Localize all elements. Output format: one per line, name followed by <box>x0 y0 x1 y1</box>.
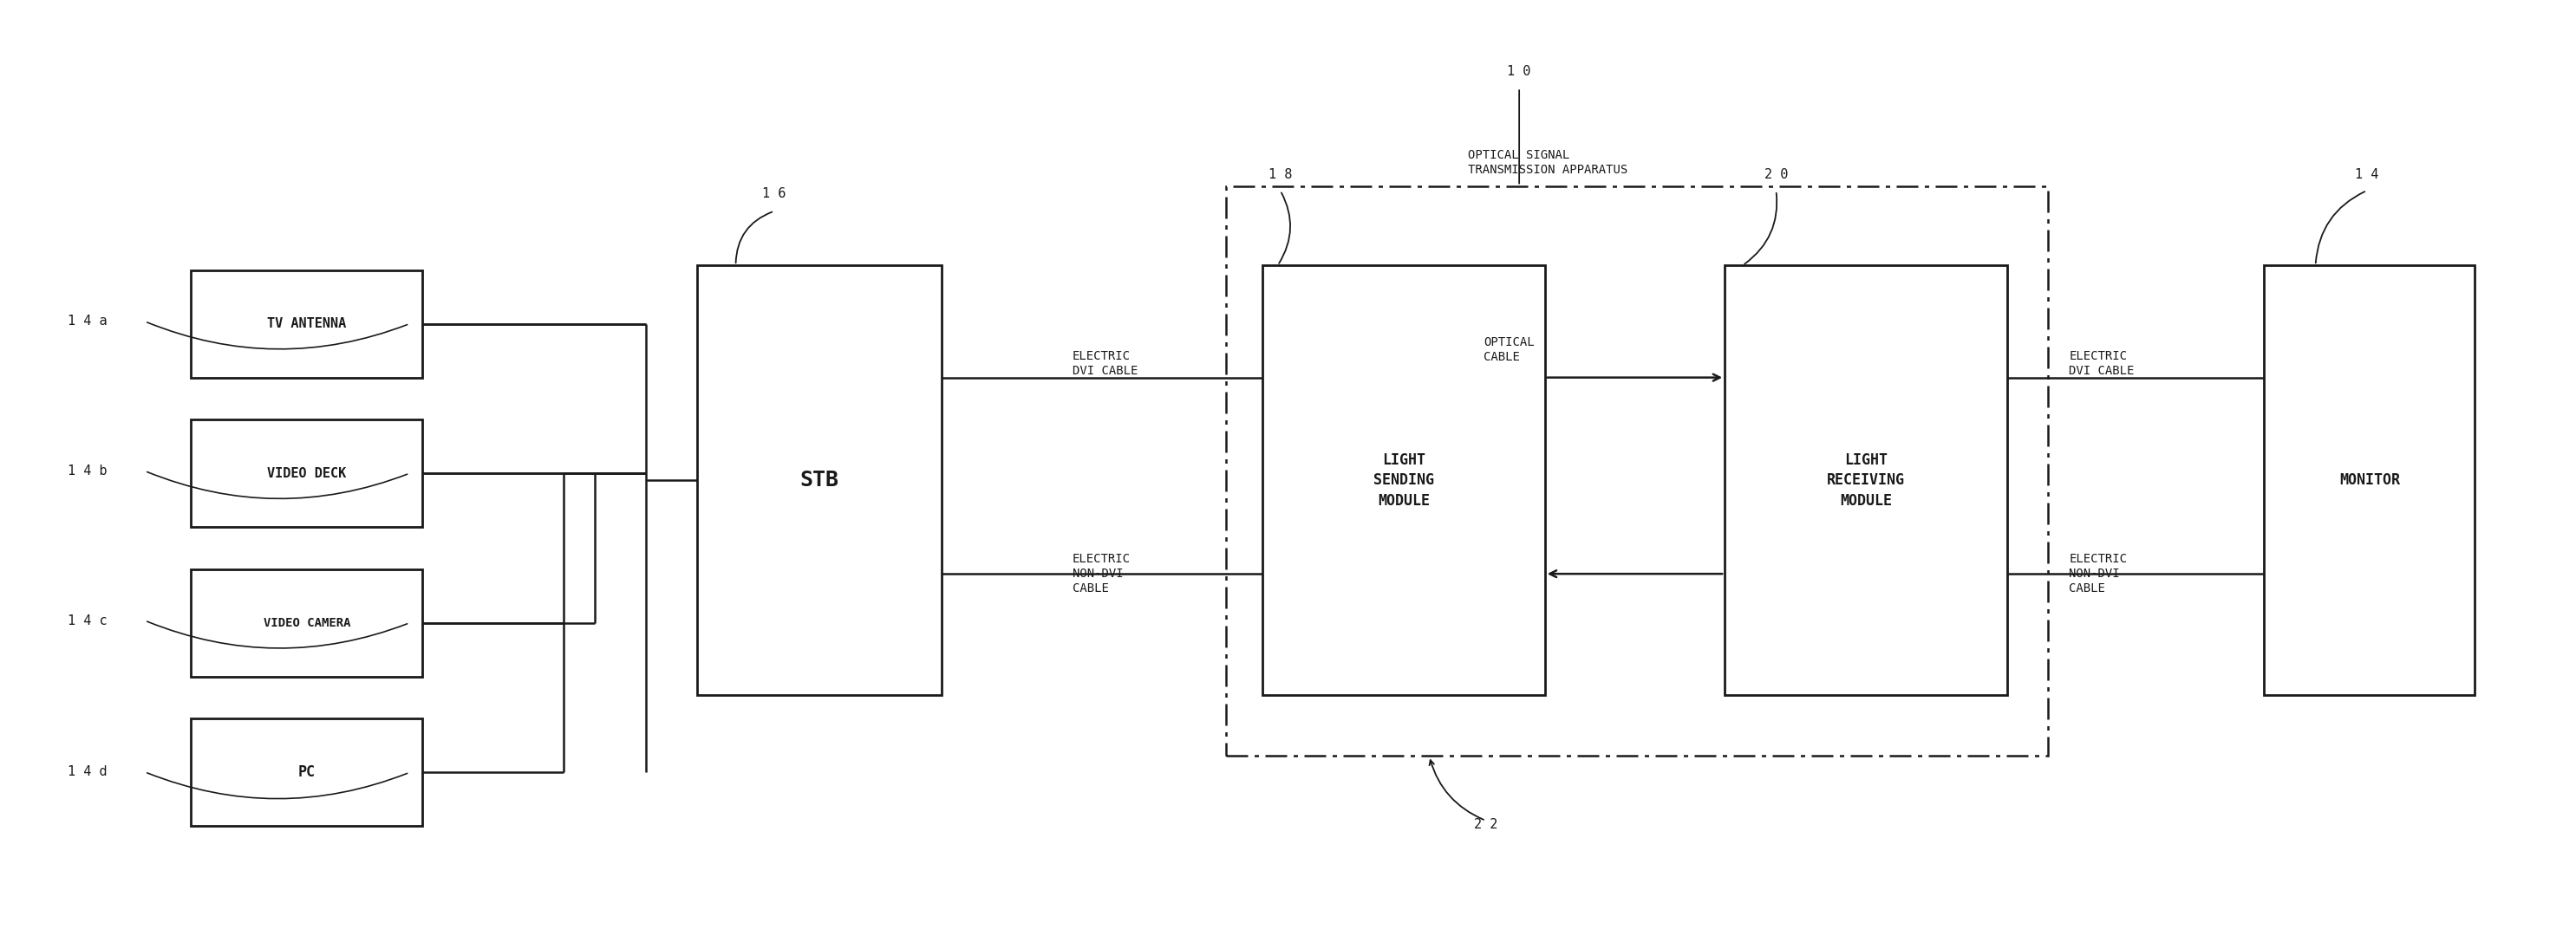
Bar <box>1262 266 1546 695</box>
Text: 1 4 d: 1 4 d <box>67 766 108 778</box>
Bar <box>2264 266 2476 695</box>
Text: ELECTRIC
DVI CABLE: ELECTRIC DVI CABLE <box>1072 349 1139 377</box>
Text: OPTICAL SIGNAL
TRANSMISSION APPARATUS: OPTICAL SIGNAL TRANSMISSION APPARATUS <box>1468 149 1628 176</box>
Text: PC: PC <box>299 765 314 780</box>
Text: 1 4 c: 1 4 c <box>67 614 108 627</box>
Text: LIGHT
SENDING
MODULE: LIGHT SENDING MODULE <box>1373 452 1435 509</box>
Text: VIDEO DECK: VIDEO DECK <box>268 467 345 479</box>
Bar <box>191 270 422 378</box>
Text: ELECTRIC
NON-DVI
CABLE: ELECTRIC NON-DVI CABLE <box>1072 553 1131 595</box>
Text: 2 2: 2 2 <box>1473 818 1497 831</box>
Text: 1 0: 1 0 <box>1507 65 1530 78</box>
Bar <box>191 719 422 826</box>
Text: 1 4 a: 1 4 a <box>67 315 108 328</box>
Text: VIDEO CAMERA: VIDEO CAMERA <box>263 617 350 629</box>
Text: 2 0: 2 0 <box>1765 169 1788 181</box>
Text: ELECTRIC
NON-DVI
CABLE: ELECTRIC NON-DVI CABLE <box>2069 553 2128 595</box>
Text: 1 4: 1 4 <box>2354 169 2378 181</box>
Text: ELECTRIC
DVI CABLE: ELECTRIC DVI CABLE <box>2069 349 2136 377</box>
Bar <box>191 419 422 528</box>
Bar <box>191 569 422 676</box>
Bar <box>1726 266 2007 695</box>
Text: LIGHT
RECEIVING
MODULE: LIGHT RECEIVING MODULE <box>1826 452 1906 509</box>
Text: 1 4 b: 1 4 b <box>67 464 108 478</box>
Text: STB: STB <box>799 470 840 491</box>
Bar <box>698 266 940 695</box>
Text: MONITOR: MONITOR <box>2339 473 2401 488</box>
Text: OPTICAL
CABLE: OPTICAL CABLE <box>1484 336 1535 363</box>
Text: 1 6: 1 6 <box>762 187 786 200</box>
Text: 1 8: 1 8 <box>1267 169 1293 181</box>
Bar <box>1226 186 2048 756</box>
Text: TV ANTENNA: TV ANTENNA <box>268 317 345 331</box>
